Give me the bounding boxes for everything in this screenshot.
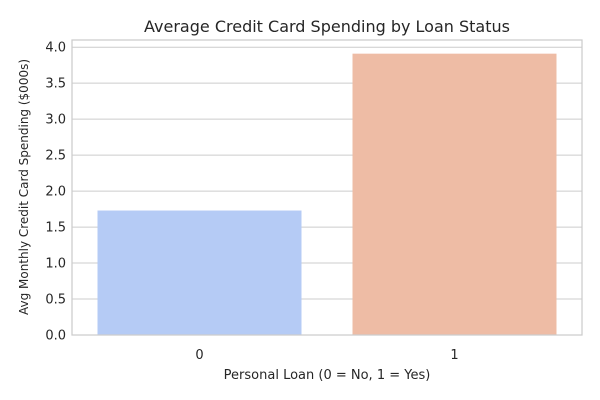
- y-tick-labels: 0.0 0.5 1.0 1.5 2.0 2.5 3.0 3.5 4.0: [45, 41, 66, 344]
- y-tick-label: 1.5: [45, 221, 66, 236]
- x-axis-label: Personal Loan (0 = No, 1 = Yes): [224, 368, 431, 383]
- y-tick-label: 2.5: [45, 149, 66, 164]
- chart-title: Average Credit Card Spending by Loan Sta…: [144, 17, 510, 36]
- y-tick-label: 3.0: [45, 113, 66, 128]
- y-tick-label: 4.0: [45, 41, 66, 56]
- y-tick-label: 2.0: [45, 185, 66, 200]
- y-tick-label: 0.5: [45, 293, 66, 308]
- bar-0: [97, 210, 302, 335]
- y-axis-label: Avg Monthly Credit Card Spending ($000s): [17, 59, 31, 315]
- plot-frame: [71, 39, 583, 336]
- bar-1: [352, 53, 557, 336]
- x-tick-label: 0: [195, 348, 203, 363]
- y-tick-label: 1.0: [45, 257, 66, 272]
- y-tick-label: 0.0: [45, 329, 66, 344]
- y-tick-label: 3.5: [45, 77, 66, 92]
- x-tick-label: 1: [450, 348, 458, 363]
- bars: [97, 53, 557, 336]
